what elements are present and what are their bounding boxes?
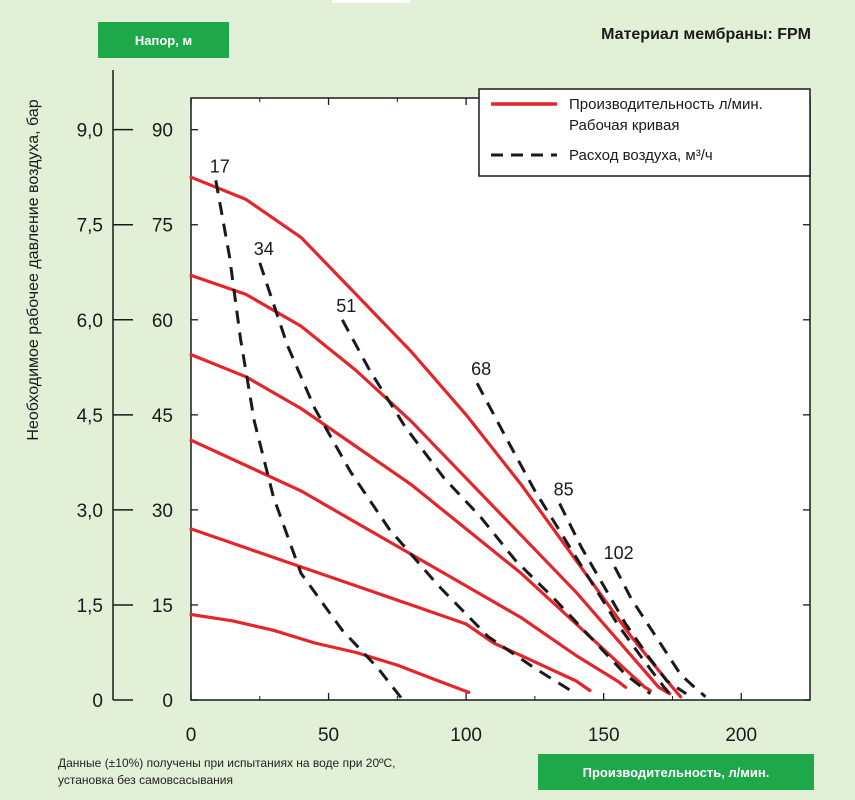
air-curve-label: 34 [254, 239, 274, 259]
pressure-tick-label: 1,5 [77, 596, 103, 617]
performance-curve [189, 438, 628, 689]
y-tick-label: 90 [152, 121, 173, 142]
x-tick-label: 50 [318, 725, 339, 746]
air-curve-label: 85 [554, 480, 574, 500]
air-curve [558, 502, 688, 695]
y-tick-label: 60 [152, 311, 173, 332]
air-curve-label: 51 [336, 296, 356, 316]
performance-curve [189, 527, 592, 693]
performance-curve [189, 273, 672, 696]
pressure-tick-label: 0 [92, 691, 103, 712]
y-tick-label: 30 [152, 501, 173, 522]
footnote: Данные (±10%) получены при испытаниях на… [58, 755, 396, 789]
air-curve-label: 102 [604, 543, 634, 563]
legend-air-label: Расход воздуха, м³/ч [569, 147, 713, 164]
y-tick-label: 45 [152, 406, 173, 427]
pressure-axis-title: Необходимое рабочее давление воздуха, ба… [25, 99, 42, 440]
air-curve [613, 566, 707, 698]
pressure-tick-label: 7,5 [77, 216, 103, 237]
flow-axis-badge: Производительность, л/мин. [538, 754, 814, 790]
footnote-line-2: установка без самовсасывания [58, 773, 233, 787]
plot-area [190, 97, 811, 701]
air-curve-label: 17 [210, 156, 230, 176]
air-curve [214, 180, 404, 701]
x-tick-label: 200 [725, 725, 757, 746]
top-tab-decoration [332, 0, 410, 3]
performance-curve [189, 353, 652, 693]
performance-curve [189, 175, 683, 699]
material-title: Материал мембраны: FPM [601, 26, 811, 43]
y-tick-label: 0 [162, 691, 173, 712]
air-curve [258, 262, 572, 692]
legend-performance-sublabel: Рабочая кривая [569, 117, 679, 134]
air-curve [475, 382, 674, 698]
pressure-tick-label: 9,0 [77, 121, 103, 142]
air-curve [340, 319, 652, 695]
footnote-line-1: Данные (±10%) получены при испытаниях на… [58, 756, 396, 770]
x-tick-label: 150 [588, 725, 620, 746]
pressure-tick-label: 6,0 [77, 311, 103, 332]
air-curve-label: 68 [471, 359, 491, 379]
head-axis-badge: Напор, м [98, 22, 229, 58]
pressure-tick-label: 3,0 [77, 501, 103, 522]
legend-performance-label: Производительность л/мин. [569, 96, 763, 113]
y-tick-label: 75 [152, 216, 173, 237]
x-tick-label: 0 [186, 725, 197, 746]
pressure-tick-label: 4,5 [77, 406, 103, 427]
performance-curve [189, 612, 471, 694]
y-tick-label: 15 [152, 596, 173, 617]
x-tick-label: 100 [450, 725, 482, 746]
